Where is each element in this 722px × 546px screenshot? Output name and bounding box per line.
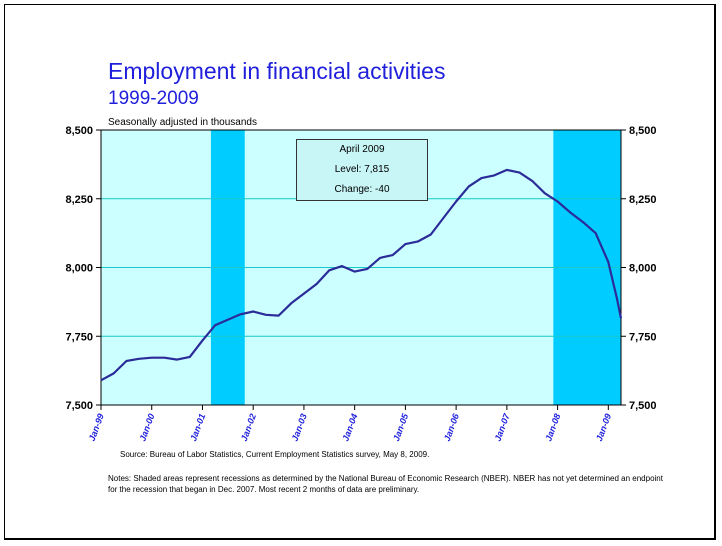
callout-change: Change: -40 [334, 184, 390, 195]
units-note: Seasonally adjusted in thousands [108, 117, 257, 128]
data-point [189, 356, 191, 358]
data-point [125, 360, 127, 362]
data-point [468, 185, 470, 187]
latest-value-callout: April 2009 Level: 7,815 Change: -40 [296, 139, 428, 201]
data-point [239, 313, 242, 315]
data-point [176, 359, 178, 361]
data-point [201, 339, 204, 341]
source-note: Source: Bureau of Labor Statistics, Curr… [120, 450, 430, 459]
series-line-1 [100, 168, 623, 382]
data-point [392, 254, 394, 256]
data-point [366, 268, 368, 270]
x-tick-label: Jan-02 [239, 412, 258, 442]
data-point [113, 372, 115, 374]
data-point [341, 265, 343, 267]
data-point [442, 217, 445, 219]
x-tick-label: Jan-07 [493, 411, 512, 442]
data-point [379, 257, 381, 259]
data-point [328, 269, 330, 271]
x-tick-label: Jan-00 [137, 412, 156, 442]
data-point [616, 297, 618, 299]
data-point [354, 271, 356, 273]
y-tick-label-right: 8,500 [629, 125, 657, 137]
data-point [265, 314, 267, 316]
data-point [518, 172, 521, 174]
y-tick-label-left: 8,000 [65, 263, 93, 275]
data-point [100, 379, 102, 381]
y-tick-label-right: 7,750 [629, 331, 657, 343]
data-point [455, 200, 457, 203]
data-point [404, 243, 406, 245]
callout-level: Level: 7,815 [334, 164, 390, 175]
data-point [252, 310, 254, 313]
x-tick-label: Jan-04 [340, 412, 359, 442]
data-point [214, 324, 216, 326]
y-tick-label-right: 8,250 [629, 194, 657, 206]
data-point [480, 177, 483, 179]
x-tick-label: Jan-09 [594, 412, 613, 442]
data-point [611, 279, 614, 281]
y-tick-label-left: 8,250 [65, 194, 93, 206]
y-tick-label-left: 7,500 [65, 400, 93, 412]
data-point [316, 283, 318, 285]
y-tick-label-right: 7,500 [629, 400, 657, 412]
y-tick-label-right: 8,000 [629, 263, 657, 275]
data-point [620, 317, 622, 319]
data-point [163, 357, 166, 359]
callout-date: April 2009 [339, 144, 385, 155]
x-tick-label: Jan-08 [543, 412, 562, 442]
data-point [151, 357, 153, 359]
x-tick-label: Jan-01 [188, 412, 207, 442]
data-point [138, 358, 140, 360]
data-point [582, 221, 584, 223]
data-point [290, 302, 292, 304]
data-point [303, 293, 305, 295]
data-point [506, 169, 508, 171]
data-point [227, 319, 229, 321]
data-point [607, 261, 609, 263]
plot-border [100, 129, 622, 406]
x-tick-label: Jan-06 [442, 411, 461, 442]
x-tick-label: Jan-03 [290, 412, 309, 442]
chart-subtitle: 1999-2009 [108, 88, 199, 109]
data-point [556, 200, 559, 203]
data-point [569, 211, 571, 214]
x-tick-label: Jan-99 [87, 412, 106, 442]
data-point [544, 192, 546, 194]
data-point [277, 315, 280, 317]
data-point [417, 240, 419, 242]
data-point [493, 174, 495, 176]
slide-frame [4, 4, 716, 540]
x-tick-label: Jan-05 [391, 411, 410, 442]
y-tick-label-left: 8,500 [65, 125, 93, 137]
y-tick-label-left: 7,750 [65, 331, 93, 343]
chart-title: Employment in financial activities [108, 58, 446, 84]
data-point [430, 233, 432, 236]
data-point [531, 180, 533, 182]
data-point [595, 232, 597, 234]
notes-text: Notes: Shaded areas represent recessions… [108, 474, 663, 494]
